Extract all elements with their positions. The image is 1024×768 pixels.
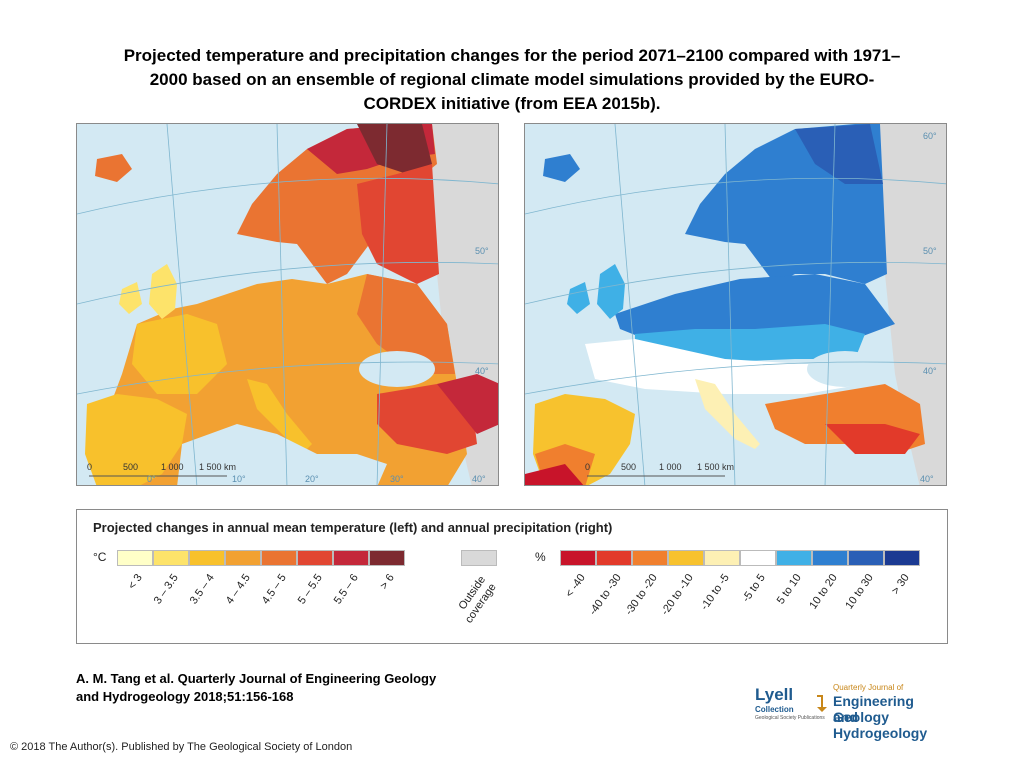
graticule-label-40: 40° bbox=[472, 474, 486, 484]
map-legend: Projected changes in annual mean tempera… bbox=[76, 509, 948, 644]
iceland-region bbox=[543, 154, 580, 182]
ireland-region bbox=[567, 282, 590, 314]
graticule-label-10: 10° bbox=[232, 474, 246, 484]
citation-line-1: A. M. Tang et al. Quarterly Journal of E… bbox=[76, 671, 437, 686]
copyright-notice: © 2018 The Author(s). Published by The G… bbox=[10, 741, 353, 753]
graticule-label-lat-50: 50° bbox=[475, 246, 489, 256]
north-africa-region bbox=[525, 464, 584, 485]
temperature-map-graphic: 0 500 1 000 1 500 km 0° 10° 20° 30° 40° … bbox=[77, 124, 498, 485]
precipitation-swatch-4 bbox=[704, 550, 740, 566]
precipitation-swatch-1 bbox=[596, 550, 632, 566]
figure-title: Projected temperature and precipitation … bbox=[20, 44, 1004, 116]
western-europe-region bbox=[132, 314, 227, 394]
graticule-label-20: 20° bbox=[305, 474, 319, 484]
figure-title-line-2: 2000 based on an ensemble of regional cl… bbox=[149, 70, 875, 89]
italy-region bbox=[247, 379, 312, 454]
graticule-label-lat-50: 50° bbox=[923, 246, 937, 256]
caucasus-region bbox=[437, 374, 498, 434]
arctic-region bbox=[795, 124, 883, 184]
italy-region bbox=[695, 379, 760, 454]
arctic-russia-region bbox=[357, 124, 432, 174]
precipitation-map: 0 500 1 000 1 500 km 60° 50° 40° 40° bbox=[524, 123, 947, 486]
citation: A. M. Tang et al. Quarterly Journal of E… bbox=[76, 670, 436, 706]
iceland-region bbox=[95, 154, 132, 182]
temperature-swatch-2 bbox=[189, 550, 225, 566]
mediterranean-sea bbox=[625, 424, 835, 485]
arrow-icon bbox=[817, 695, 827, 712]
graticule-label-lat-40: 40° bbox=[923, 366, 937, 376]
scale-bar: 0 500 1 000 1 500 km bbox=[585, 462, 734, 477]
southern-turkey-region bbox=[825, 424, 920, 454]
temperature-swatch-1 bbox=[153, 550, 189, 566]
temperature-swatch-3 bbox=[225, 550, 261, 566]
journal-title-line-2: and Hydrogeology bbox=[833, 709, 928, 741]
scale-label-1000: 1 000 bbox=[659, 462, 682, 472]
precipitation-swatch-6 bbox=[776, 550, 812, 566]
precipitation-swatch-8 bbox=[848, 550, 884, 566]
scale-label-1000: 1 000 bbox=[161, 462, 184, 472]
temperature-unit: °C bbox=[93, 550, 107, 564]
figure-title-line-1: Projected temperature and precipitation … bbox=[123, 46, 901, 65]
graticule-lines bbox=[77, 124, 498, 485]
finland-russia-region bbox=[357, 164, 439, 284]
precipitation-unit: % bbox=[535, 550, 546, 564]
temperature-swatch-0 bbox=[117, 550, 153, 566]
precipitation-swatch-3 bbox=[668, 550, 704, 566]
eastern-europe-region bbox=[357, 274, 455, 374]
scale-label-0: 0 bbox=[87, 462, 92, 472]
journal-small-title: Quarterly Journal of bbox=[833, 683, 904, 692]
ireland-region bbox=[119, 282, 142, 314]
graticule-label-lon-40: 40° bbox=[920, 474, 934, 484]
graticule-label-lat-40: 40° bbox=[475, 366, 489, 376]
temperature-map: 0 500 1 000 1 500 km 0° 10° 20° 30° 40° … bbox=[76, 123, 499, 486]
british-isles-region bbox=[597, 264, 625, 319]
mediterranean-sea bbox=[177, 424, 387, 485]
precipitation-swatch-9 bbox=[884, 550, 920, 566]
precipitation-swatch-5 bbox=[740, 550, 776, 566]
temperature-swatch-5 bbox=[297, 550, 333, 566]
collection-logo-text: Collection bbox=[755, 705, 794, 714]
transition-zone-region bbox=[585, 339, 865, 394]
legend-title: Projected changes in annual mean tempera… bbox=[93, 520, 613, 535]
outside-coverage-swatch bbox=[461, 550, 497, 566]
publisher-logo-text: Geological Society Publications bbox=[755, 715, 825, 721]
british-isles-region bbox=[149, 264, 177, 319]
journal-title-line-1: Engineering Geology bbox=[833, 693, 914, 725]
graticule-lines bbox=[525, 124, 946, 485]
scale-bar: 0 500 1 000 1 500 km bbox=[87, 462, 236, 477]
temperature-swatch-4 bbox=[261, 550, 297, 566]
graticule-label-30: 30° bbox=[390, 474, 404, 484]
scale-label-500: 500 bbox=[621, 462, 636, 472]
figure-title-line-3: CORDEX initiative (from EEA 2015b). bbox=[363, 94, 661, 113]
scale-label-1500: 1 500 km bbox=[199, 462, 236, 472]
precipitation-swatch-0 bbox=[560, 550, 596, 566]
journal-logo[interactable]: Lyell Collection Geological Society Publ… bbox=[755, 683, 955, 741]
precipitation-swatch-7 bbox=[812, 550, 848, 566]
lyell-logo-text: Lyell bbox=[755, 685, 794, 704]
scale-label-0: 0 bbox=[585, 462, 590, 472]
precipitation-map-graphic: 0 500 1 000 1 500 km 60° 50° 40° 40° bbox=[525, 124, 946, 485]
temperature-swatch-7 bbox=[369, 550, 405, 566]
scale-label-1500: 1 500 km bbox=[697, 462, 734, 472]
black-sea bbox=[807, 351, 883, 387]
scale-label-500: 500 bbox=[123, 462, 138, 472]
precipitation-swatch-2 bbox=[632, 550, 668, 566]
outside-coverage-area bbox=[865, 124, 946, 485]
outside-coverage-label: Outside coverage bbox=[452, 574, 499, 626]
black-sea bbox=[359, 351, 435, 387]
temperature-swatch-6 bbox=[333, 550, 369, 566]
graticule-label-lat-60: 60° bbox=[923, 131, 937, 141]
graticule-label-0: 0° bbox=[147, 474, 156, 484]
citation-line-2: and Hydrogeology 2018;51:156-168 bbox=[76, 689, 294, 704]
iberia-region bbox=[85, 394, 187, 485]
